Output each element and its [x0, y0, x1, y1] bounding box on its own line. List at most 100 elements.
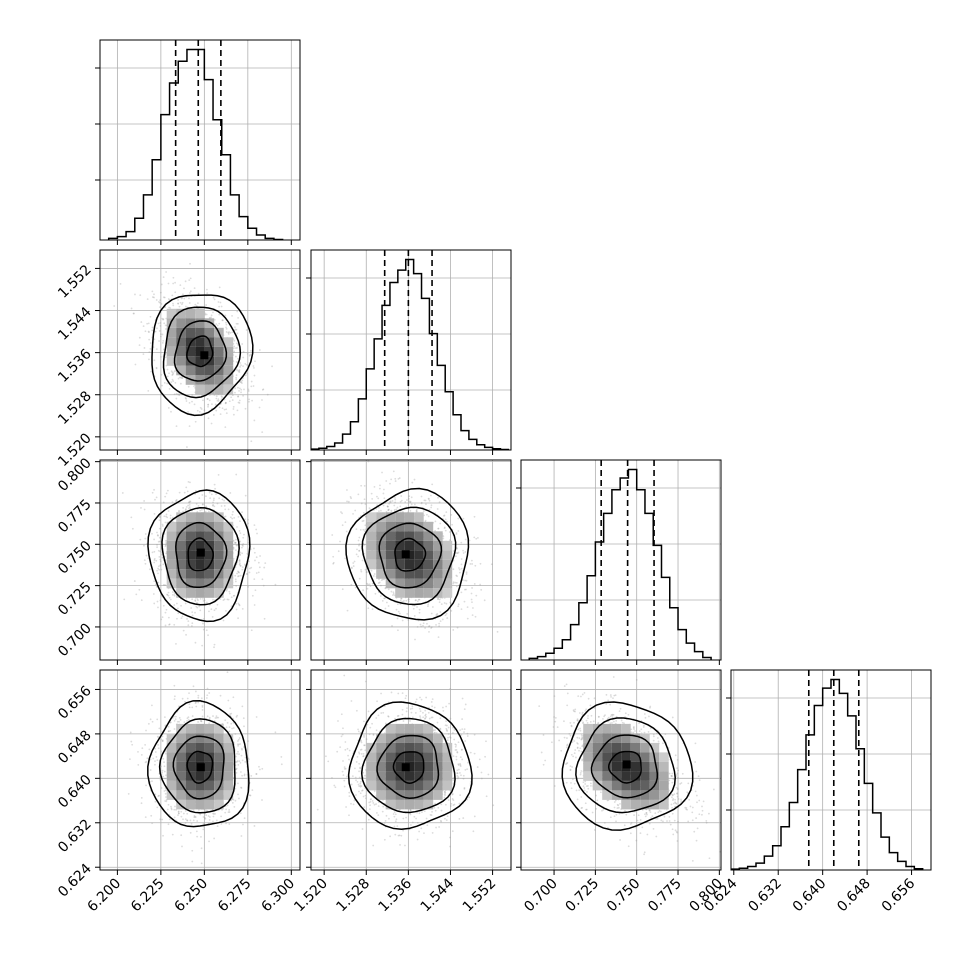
- scatter-point: [203, 508, 206, 511]
- scatter-point: [377, 506, 380, 509]
- density-cell: [195, 337, 205, 347]
- scatter-point: [196, 820, 199, 822]
- scatter-point: [161, 333, 164, 336]
- scatter-point: [147, 557, 150, 560]
- scatter-point: [406, 612, 409, 615]
- scatter-point: [233, 339, 236, 342]
- density-cell: [176, 531, 186, 541]
- scatter-point: [181, 296, 184, 299]
- scatter-frame: [310, 459, 512, 661]
- scatter-point: [194, 600, 197, 602]
- scatter-point: [358, 544, 360, 547]
- scatter-point: [427, 603, 430, 606]
- scatter-point: [144, 562, 147, 565]
- scatter-point: [222, 599, 225, 602]
- scatter-point: [236, 332, 239, 335]
- contour-level-2: [162, 306, 242, 399]
- scatter-point: [151, 491, 154, 494]
- scatter-point: [119, 282, 122, 285]
- density-cell: [366, 512, 377, 522]
- density-cell: [176, 569, 186, 579]
- scatter-point: [236, 310, 239, 313]
- scatter-point: [428, 499, 431, 502]
- density-cell: [204, 531, 215, 541]
- scatter-point: [205, 601, 208, 604]
- scatter-point: [149, 769, 152, 771]
- scatter-point: [238, 603, 241, 606]
- scatter-point: [176, 602, 178, 605]
- scatter-point: [360, 569, 362, 571]
- scatter-point: [227, 811, 230, 814]
- scatter-point: [188, 297, 190, 300]
- scatter-panel-0-1: [95, 249, 301, 455]
- scatter-point: [148, 358, 150, 361]
- scatter-point: [227, 598, 230, 601]
- scatter-point: [159, 335, 162, 338]
- scatter-point: [225, 321, 227, 324]
- scatter-point: [238, 561, 241, 563]
- density-cell: [176, 550, 186, 560]
- scatter-point: [130, 740, 133, 743]
- scatter-point: [180, 377, 183, 380]
- scatter-point: [156, 569, 158, 572]
- scatter-point: [153, 296, 155, 299]
- scatter-panel-0-3: [95, 669, 301, 875]
- scatter-point: [237, 570, 239, 573]
- scatter-point: [426, 513, 428, 516]
- scatter-point: [238, 530, 241, 532]
- scatter-point: [187, 620, 190, 623]
- scatter-point: [113, 305, 116, 307]
- scatter-point: [153, 602, 156, 605]
- scatter-point: [147, 390, 150, 392]
- scatter-frame: [99, 249, 301, 451]
- scatter-point: [230, 605, 233, 608]
- scatter-point: [399, 603, 402, 606]
- scatter-point: [438, 598, 441, 601]
- scatter-point: [205, 629, 208, 632]
- scatter-point: [153, 550, 156, 553]
- scatter-point: [274, 583, 277, 586]
- scatter-point: [193, 403, 196, 406]
- scatter-point: [420, 501, 423, 504]
- density-cell: [223, 384, 234, 395]
- contour-level-3: [345, 487, 470, 621]
- scatter-point: [256, 532, 258, 535]
- scatter-point: [180, 604, 182, 607]
- contour-level-1: [378, 522, 443, 589]
- scatter-point: [253, 551, 256, 554]
- scatter-point: [148, 338, 151, 341]
- scatter-point: [179, 382, 182, 385]
- scatter-point: [156, 759, 159, 762]
- scatter-point: [205, 814, 208, 817]
- scatter-point: [364, 530, 366, 532]
- density-cell: [223, 578, 234, 589]
- scatter-point: [341, 524, 344, 527]
- density-cell: [176, 540, 186, 551]
- scatter-point: [239, 540, 242, 543]
- scatter-point: [358, 550, 361, 552]
- scatter-point: [188, 506, 191, 509]
- scatter-point: [455, 533, 458, 535]
- scatter-point: [153, 557, 156, 560]
- scatter-point: [246, 573, 249, 575]
- scatter-point: [201, 494, 204, 496]
- scatter-point: [221, 319, 224, 322]
- scatter-point: [245, 329, 248, 331]
- scatter-point: [167, 594, 170, 597]
- scatter-point: [207, 510, 210, 513]
- scatter-point: [182, 293, 184, 296]
- scatter-point: [208, 394, 211, 396]
- scatter-point: [198, 497, 201, 500]
- scatter-point: [418, 611, 421, 614]
- scatter-point: [214, 487, 217, 490]
- scatter-point: [237, 316, 240, 319]
- scatter-point: [213, 609, 216, 612]
- scatter-point: [387, 588, 390, 591]
- scatter-point: [241, 568, 244, 571]
- scatter-point: [175, 642, 177, 645]
- scatter-point: [380, 509, 382, 512]
- scatter-point: [162, 276, 165, 279]
- scatter-point: [155, 756, 158, 758]
- scatter-point: [345, 530, 348, 533]
- scatter-point: [153, 338, 156, 341]
